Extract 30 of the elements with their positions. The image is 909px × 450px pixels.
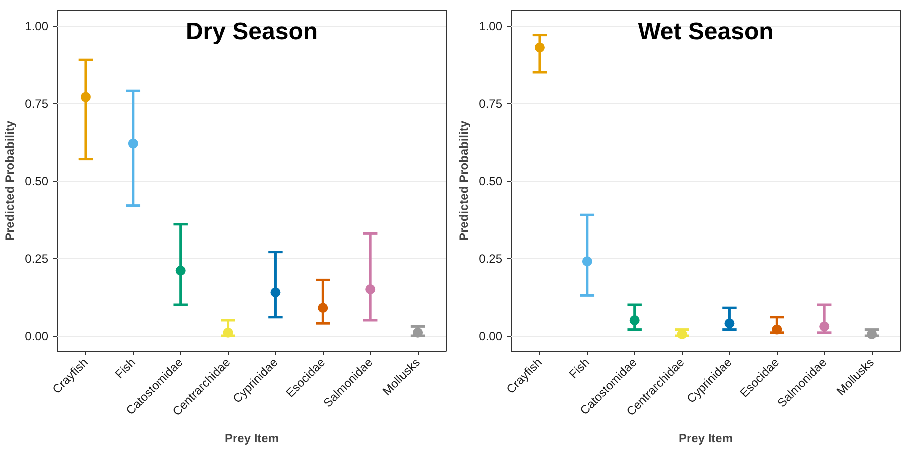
y-axis-title: Predicted Probability	[457, 120, 472, 242]
chart-title: Dry Season	[186, 18, 318, 46]
point	[820, 322, 830, 332]
point	[366, 284, 376, 294]
y-tick-label: 0.75	[479, 97, 503, 111]
point	[630, 316, 640, 326]
point	[223, 328, 234, 338]
point	[534, 42, 545, 53]
point	[80, 92, 91, 102]
y-tick-label: 0.00	[479, 330, 503, 344]
point	[176, 266, 186, 276]
point	[128, 138, 138, 149]
y-tick-label: 1.00	[479, 20, 503, 34]
y-tick-label: 0.00	[25, 330, 49, 344]
x-axis-title: Prey Item	[678, 432, 734, 446]
point	[772, 324, 782, 335]
y-tick-label: 0.50	[25, 174, 49, 188]
y-tick-label: 0.50	[479, 174, 503, 188]
point	[724, 318, 735, 329]
point	[318, 303, 328, 314]
y-tick-label: 1.00	[25, 20, 49, 34]
x-axis-title: Prey Item	[224, 432, 280, 446]
point	[413, 328, 424, 338]
y-tick-label: 0.75	[25, 97, 49, 111]
chart-title: Wet Season	[638, 18, 774, 46]
point	[270, 288, 281, 298]
y-tick-label: 0.25	[25, 252, 49, 266]
y-axis-title: Predicted Probability	[3, 120, 18, 242]
y-tick-label: 0.25	[479, 252, 503, 266]
point	[582, 256, 592, 267]
